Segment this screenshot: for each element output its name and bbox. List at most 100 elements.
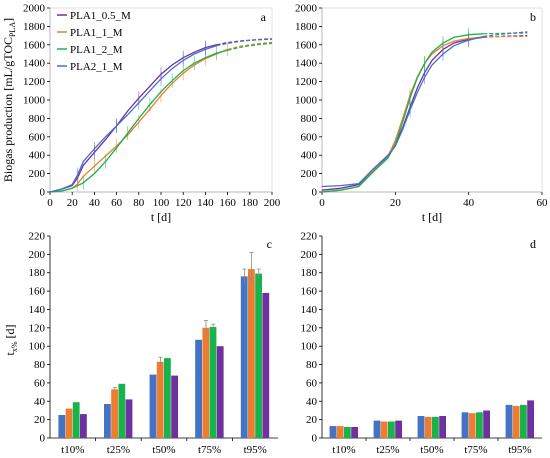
- series-line: [49, 44, 217, 193]
- bar: [432, 416, 439, 438]
- category-label: t95%: [244, 444, 267, 456]
- bar: [255, 273, 262, 438]
- y-tick-label: 60: [306, 377, 318, 389]
- y-tick-label: 400: [301, 150, 318, 162]
- bar: [476, 412, 483, 438]
- x-tick-label: 0: [319, 197, 325, 209]
- bar: [439, 416, 446, 438]
- x-tick-label: 80: [133, 197, 145, 209]
- x-tick-label: 0: [47, 197, 53, 209]
- bar: [164, 358, 171, 438]
- bar: [483, 410, 490, 438]
- y-tick-label: 140: [301, 304, 318, 316]
- series-line: [49, 45, 217, 193]
- category-label: t95%: [508, 444, 531, 456]
- x-tick-label: 180: [242, 197, 259, 209]
- bar: [344, 427, 351, 438]
- series-line: [321, 36, 484, 193]
- y-axis-label-subscript: x%: [10, 341, 19, 352]
- y-axis-label-end: [d]: [3, 324, 17, 341]
- bar: [388, 421, 395, 438]
- y-tick-label: 0: [40, 433, 46, 445]
- bar: [216, 346, 224, 438]
- y-tick-label: 200: [29, 168, 46, 180]
- bar: [248, 269, 255, 438]
- y-tick-label: 0: [40, 187, 46, 199]
- x-tick-label: 120: [175, 197, 192, 209]
- category-label: t10%: [332, 444, 355, 456]
- y-tick-label: 160: [29, 286, 46, 298]
- y-tick-label: 120: [301, 322, 318, 334]
- bar: [468, 413, 476, 438]
- panel-letter: c: [267, 237, 272, 251]
- category-label: t50%: [152, 444, 175, 456]
- panel-c-bar-chart: 0 20 40 60 80 100 120 140 160 180 200 220 t10% t25% t5…: [3, 231, 278, 456]
- y-tick-label: 140: [29, 304, 46, 316]
- bar: [149, 374, 157, 438]
- y-tick-label: 180: [301, 267, 318, 279]
- y-tick-label: 2000: [295, 3, 318, 15]
- bar: [111, 389, 118, 438]
- legend-label: PLA1_1_M: [70, 27, 123, 39]
- category-label: t10%: [61, 444, 84, 456]
- y-tick-label: 20: [34, 414, 46, 426]
- x-axis-label: t [d]: [422, 210, 442, 224]
- bar: [395, 420, 402, 438]
- series-fit-line: [216, 38, 273, 47]
- panel-letter: d: [530, 237, 536, 251]
- bar: [195, 339, 202, 438]
- y-tick-label: 600: [29, 131, 46, 143]
- y-tick-label: 1000: [23, 95, 46, 107]
- bar: [520, 404, 527, 438]
- bar: [240, 276, 248, 438]
- bar: [171, 375, 178, 438]
- series-line: [321, 35, 484, 188]
- y-tick-label: 220: [301, 231, 318, 243]
- y-tick-label: 1200: [295, 76, 318, 88]
- y-tick-label: 1400: [295, 58, 318, 70]
- panel-a-biogas-line-chart: 0 200 400 600 800 1000 1200 1400 1600 1800 2000 0 20…: [1, 3, 281, 225]
- y-tick-label: 60: [34, 377, 46, 389]
- bar: [65, 408, 73, 438]
- bar: [373, 420, 381, 438]
- bar: [505, 404, 513, 438]
- y-axis-label-subscript: PLA: [8, 22, 17, 37]
- y-tick-label: 1600: [23, 39, 46, 51]
- y-tick-label: 400: [29, 150, 46, 162]
- y-tick-label: 800: [301, 113, 318, 125]
- category-label: t25%: [107, 444, 130, 456]
- series-line: [49, 49, 228, 193]
- legend-label: PLA1_2_M: [70, 44, 123, 56]
- series-fit-line: [483, 35, 528, 38]
- x-tick-label: 200: [264, 197, 281, 209]
- y-tick-label: 800: [29, 113, 46, 125]
- x-tick-label: 40: [89, 197, 101, 209]
- panel-letter: a: [261, 10, 267, 24]
- bar: [156, 361, 164, 438]
- category-label: t75%: [198, 444, 221, 456]
- legend-label: PLA1_0.5_M: [70, 10, 131, 22]
- bar: [351, 427, 358, 438]
- y-tick-label: 1800: [295, 21, 318, 33]
- y-axis-label: tx% [d]: [3, 324, 19, 355]
- y-tick-label: 200: [29, 249, 46, 261]
- y-tick-label: 100: [301, 341, 318, 353]
- series-fit-line: [227, 42, 273, 51]
- y-tick-label: 1400: [23, 58, 46, 70]
- y-tick-label: 1200: [23, 76, 46, 88]
- bar: [512, 405, 520, 438]
- category-label: t75%: [464, 444, 487, 456]
- y-tick-label: 200: [301, 168, 318, 180]
- series-fit-line: [483, 31, 528, 38]
- bar: [80, 414, 87, 438]
- y-tick-label: 40: [306, 396, 318, 408]
- bar: [527, 400, 534, 438]
- panel-letter: b: [530, 10, 536, 24]
- panel-b-biogas-line-chart: 0 200 400 600 800 1000 1200 1400 1600 1800 2000 0 20…: [295, 3, 548, 225]
- y-tick-label: 1800: [23, 21, 46, 33]
- series-fit-line: [227, 41, 273, 50]
- bar: [336, 426, 344, 438]
- category-label: t25%: [376, 444, 399, 456]
- x-tick-label: 20: [390, 197, 402, 209]
